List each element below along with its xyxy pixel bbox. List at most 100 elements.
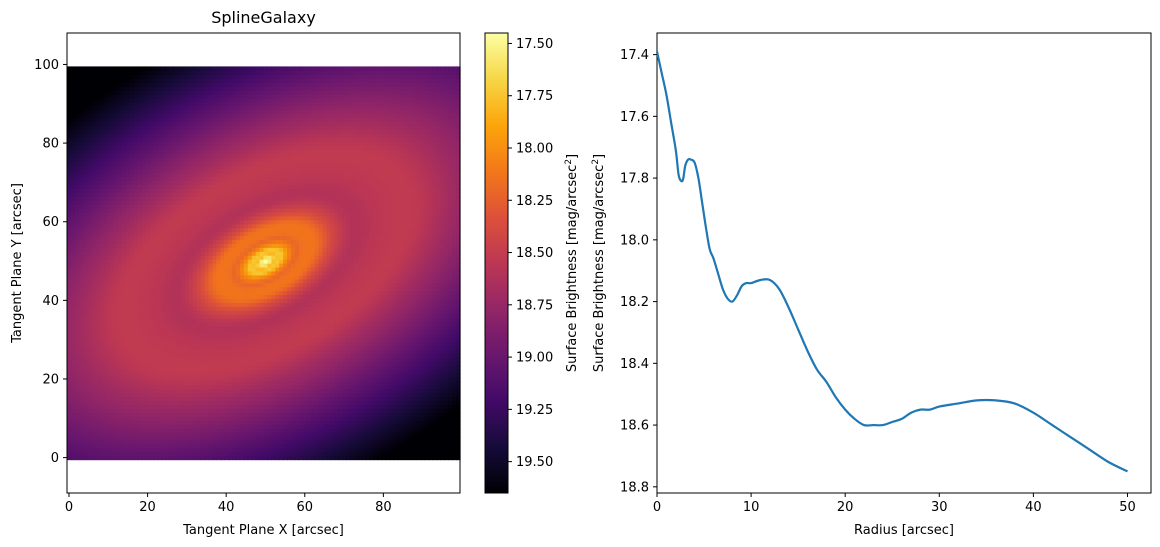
heatmap-cell <box>145 341 151 347</box>
heatmap-cell <box>338 290 343 296</box>
heatmap-cell <box>349 314 355 319</box>
heatmap-cell <box>267 294 272 299</box>
heatmap-cell <box>90 361 96 366</box>
heatmap-cell <box>271 263 276 268</box>
heatmap-cell <box>369 432 375 437</box>
heatmap-cell <box>381 447 386 453</box>
heatmap-cell <box>326 435 331 441</box>
heatmap-cell <box>302 369 308 374</box>
heatmap-cell <box>169 286 174 292</box>
heatmap-cell <box>456 380 461 386</box>
heatmap-cell <box>82 341 88 347</box>
heatmap-cell <box>224 282 229 288</box>
heatmap-cell <box>353 349 359 355</box>
heatmap-cell <box>106 408 111 413</box>
heatmap-cell <box>102 349 107 355</box>
heatmap-cell <box>416 345 422 351</box>
heatmap-cell <box>67 278 72 284</box>
heatmap-cell <box>161 396 166 402</box>
heatmap-cell <box>349 357 355 362</box>
heatmap-cell <box>385 420 390 425</box>
heatmap-cell <box>259 286 265 292</box>
heatmap-cell <box>232 404 237 410</box>
heatmap-cell <box>452 302 457 307</box>
heatmap-cell <box>275 298 280 303</box>
heatmap-cell <box>263 310 269 315</box>
heatmap-cell <box>247 294 253 299</box>
heatmap-cell <box>232 380 237 386</box>
heatmap-cell <box>141 286 147 292</box>
heatmap-cell <box>125 424 131 429</box>
heatmap-cell <box>302 333 308 339</box>
heatmap-cell <box>67 443 72 449</box>
heatmap-cell <box>267 365 272 370</box>
heatmap-cell <box>381 321 386 327</box>
heatmap-cell <box>369 329 375 335</box>
heatmap-cell <box>291 416 296 421</box>
heatmap-cell <box>271 424 276 429</box>
heatmap-cell <box>349 451 355 457</box>
heatmap-cell <box>149 290 155 296</box>
heatmap-cell <box>157 321 162 327</box>
heatmap-cell <box>401 432 406 437</box>
heatmap-cell <box>106 435 111 441</box>
heatmap-cell <box>184 416 190 421</box>
heatmap-cell <box>90 357 96 362</box>
heatmap-cell <box>326 282 331 288</box>
heatmap-cell <box>153 294 158 299</box>
heatmap-cell <box>149 435 155 441</box>
heatmap-cell <box>212 270 217 276</box>
heatmap-cell <box>330 321 335 327</box>
heatmap-cell <box>177 361 182 366</box>
heatmap-cell <box>118 306 123 311</box>
heatmap-cell <box>389 286 394 292</box>
heatmap-cell <box>302 274 308 280</box>
heatmap-cell <box>322 447 327 453</box>
heatmap-cell <box>129 333 135 339</box>
heatmap-cell <box>165 282 170 288</box>
heatmap-cell <box>381 384 386 390</box>
heatmap-cell <box>314 373 320 378</box>
heatmap-cell <box>184 408 190 413</box>
heatmap-cell <box>361 365 367 370</box>
heatmap-cell <box>184 404 190 410</box>
heatmap-cell <box>412 270 418 276</box>
heatmap-cell <box>255 278 261 284</box>
heatmap-cell <box>444 428 449 433</box>
heatmap-cell <box>404 278 410 284</box>
heatmap-cell <box>330 447 335 453</box>
heatmap-cell <box>389 365 394 370</box>
heatmap-cell <box>314 447 320 453</box>
heatmap-cell <box>310 380 316 386</box>
heatmap-cell <box>149 306 155 311</box>
heatmap-cell <box>106 341 111 347</box>
heatmap-cell <box>137 455 143 461</box>
heatmap-cell <box>157 349 162 355</box>
heatmap-cell <box>318 361 324 366</box>
heatmap-cell <box>326 337 331 343</box>
heatmap-cell <box>326 443 331 449</box>
heatmap-cell <box>263 447 269 453</box>
heatmap-cell <box>448 290 453 296</box>
heatmap-cell <box>334 451 339 457</box>
heatmap-cell <box>263 439 269 445</box>
heatmap-cell <box>291 400 296 406</box>
heatmap-cell <box>110 282 115 288</box>
heatmap-cell <box>161 447 166 453</box>
heatmap-cell <box>133 274 139 280</box>
heatmap-cell <box>153 404 158 410</box>
heatmap-cell <box>106 365 111 370</box>
heatmap-cell <box>310 408 316 413</box>
heatmap-cell <box>302 424 308 429</box>
heatmap-cell <box>157 400 162 406</box>
heatmap-cell <box>306 420 312 425</box>
heatmap-cell <box>291 392 296 398</box>
heatmap-cell <box>444 424 449 429</box>
heatmap-cell <box>118 424 123 429</box>
heatmap-cell <box>82 439 88 445</box>
heatmap-cell <box>173 357 178 362</box>
heatmap-cell <box>452 282 457 288</box>
heatmap-cell <box>412 420 418 425</box>
heatmap-cell <box>338 361 343 366</box>
heatmap-cell <box>239 357 245 362</box>
